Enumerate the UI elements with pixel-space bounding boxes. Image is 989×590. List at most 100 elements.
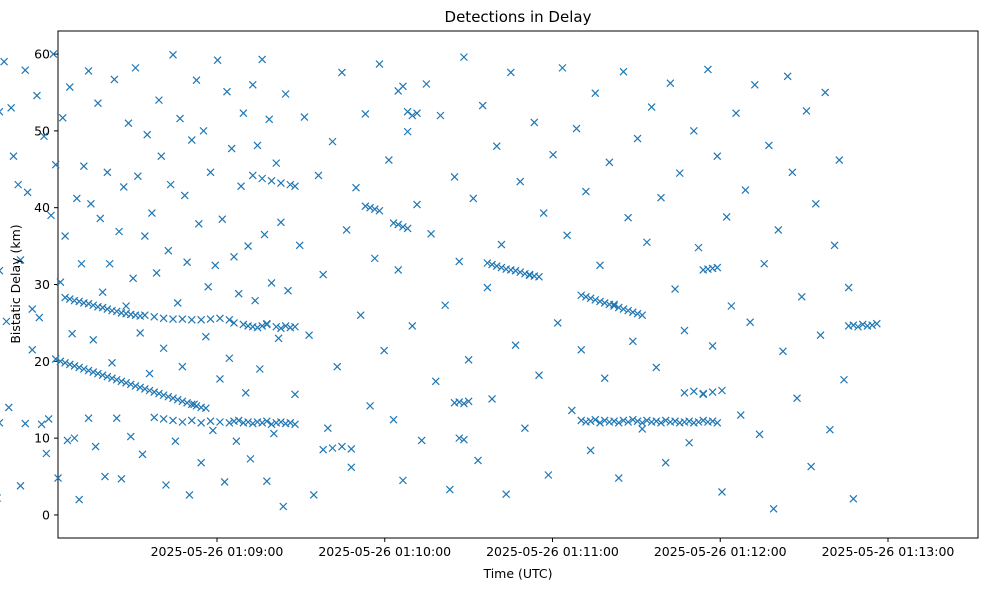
- data-point: [497, 240, 506, 249]
- data-point: [183, 398, 192, 407]
- data-point: [638, 311, 647, 320]
- data-point: [272, 159, 281, 168]
- data-point: [272, 322, 281, 331]
- data-point: [769, 504, 778, 513]
- data-point: [492, 142, 501, 151]
- data-point: [122, 378, 131, 387]
- data-point: [840, 375, 848, 384]
- data-point: [220, 477, 229, 486]
- data-point: [427, 229, 435, 238]
- data-point: [366, 401, 375, 410]
- data-point: [190, 400, 199, 409]
- data-point: [577, 345, 586, 354]
- data-point: [506, 68, 515, 77]
- data-point: [28, 345, 37, 354]
- data-point: [572, 124, 581, 133]
- data-point: [553, 318, 562, 327]
- data-point: [718, 487, 726, 496]
- chart-title: Detections in Delay: [445, 8, 592, 26]
- data-point: [624, 306, 633, 315]
- data-point: [455, 257, 464, 266]
- data-point: [685, 417, 694, 426]
- plot-frame: [57, 30, 979, 539]
- data-point: [455, 434, 464, 443]
- data-point: [183, 258, 192, 267]
- data-point: [225, 315, 234, 324]
- data-point: [33, 91, 41, 100]
- data-point: [309, 491, 318, 499]
- data-point: [807, 462, 816, 471]
- x-tick-label: 2025-05-26 01:12:00: [654, 544, 787, 559]
- data-point: [619, 416, 628, 425]
- data-point: [657, 193, 665, 202]
- data-point: [370, 205, 379, 214]
- data-point: [42, 449, 51, 458]
- data-point: [596, 418, 604, 427]
- data-point: [98, 288, 107, 297]
- data-point: [380, 346, 389, 355]
- data-point: [58, 113, 67, 122]
- data-point: [567, 406, 576, 415]
- data-point: [94, 99, 102, 108]
- data-point: [101, 472, 109, 481]
- data-point: [239, 320, 248, 329]
- data-markers: [0, 50, 881, 513]
- data-point: [54, 474, 62, 483]
- data-point: [652, 363, 661, 372]
- data-point: [258, 322, 267, 330]
- data-point: [586, 417, 595, 426]
- data-point: [234, 416, 243, 425]
- data-point: [732, 109, 740, 118]
- data-point: [187, 416, 196, 425]
- data-point: [56, 278, 65, 287]
- data-point: [849, 494, 858, 503]
- data-point: [375, 60, 384, 68]
- data-point: [253, 141, 262, 150]
- data-point: [872, 319, 881, 328]
- data-point: [98, 371, 107, 380]
- data-point: [347, 463, 356, 472]
- data-point: [628, 337, 637, 346]
- data-point: [75, 495, 84, 504]
- data-point: [755, 430, 764, 439]
- data-point: [633, 309, 642, 318]
- data-point: [28, 305, 37, 314]
- data-point: [230, 318, 238, 327]
- data-point: [614, 418, 623, 427]
- data-point: [246, 454, 255, 463]
- data-point: [680, 388, 689, 397]
- x-tick-label: 2025-05-26 01:13:00: [822, 544, 955, 559]
- data-point: [497, 263, 506, 272]
- data-point: [323, 424, 332, 433]
- data-point: [685, 438, 694, 447]
- y-axis: 0 10 20 30 40 50 60: [34, 47, 58, 522]
- data-point: [96, 214, 105, 223]
- data-point: [164, 246, 173, 255]
- data-point: [159, 391, 168, 400]
- data-point: [511, 266, 520, 275]
- data-point: [642, 416, 651, 425]
- data-point: [483, 283, 492, 292]
- data-point: [169, 50, 177, 59]
- data-point: [75, 297, 84, 306]
- y-tick-label: 30: [34, 277, 50, 292]
- data-point: [0, 418, 4, 427]
- data-point: [213, 56, 222, 65]
- data-point: [0, 107, 4, 116]
- data-point: [563, 231, 572, 240]
- data-point: [169, 394, 177, 403]
- data-point: [291, 322, 299, 331]
- data-point: [237, 182, 245, 191]
- data-point: [849, 321, 858, 330]
- data-point: [703, 65, 712, 74]
- data-point: [816, 331, 825, 340]
- data-point: [291, 390, 299, 399]
- data-point: [502, 490, 511, 499]
- data-point: [619, 305, 628, 314]
- data-point: [162, 481, 170, 489]
- data-point: [741, 186, 750, 194]
- data-point: [49, 50, 58, 58]
- data-point: [633, 417, 642, 426]
- data-point: [61, 293, 70, 302]
- data-point: [248, 80, 257, 89]
